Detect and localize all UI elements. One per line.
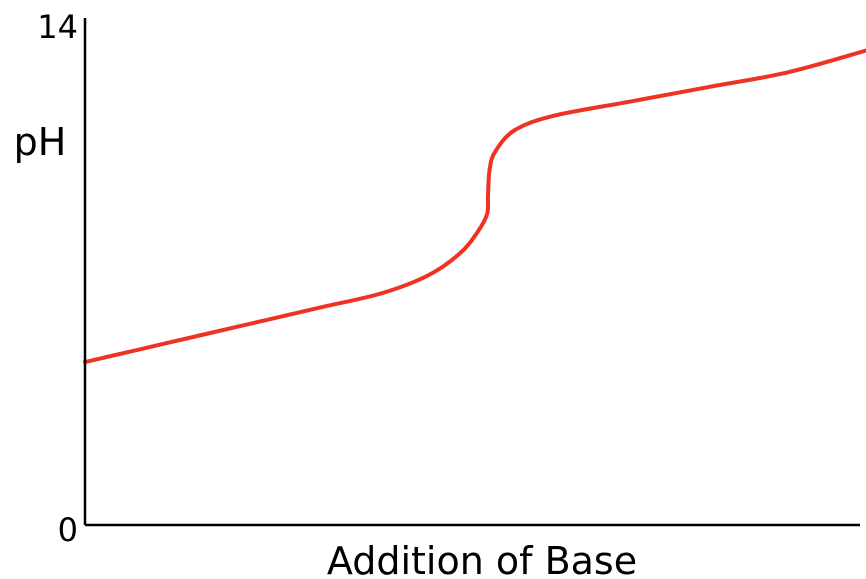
y-tick-label: 0 xyxy=(58,511,78,549)
titration-curve-line xyxy=(83,48,866,365)
plot-area xyxy=(83,48,866,365)
x-axis-label: Addition of Base xyxy=(327,539,637,579)
y-tick-labels: 0 14 xyxy=(37,8,78,549)
y-tick-label: 14 xyxy=(37,8,78,46)
y-axis-label: pH xyxy=(14,120,67,164)
